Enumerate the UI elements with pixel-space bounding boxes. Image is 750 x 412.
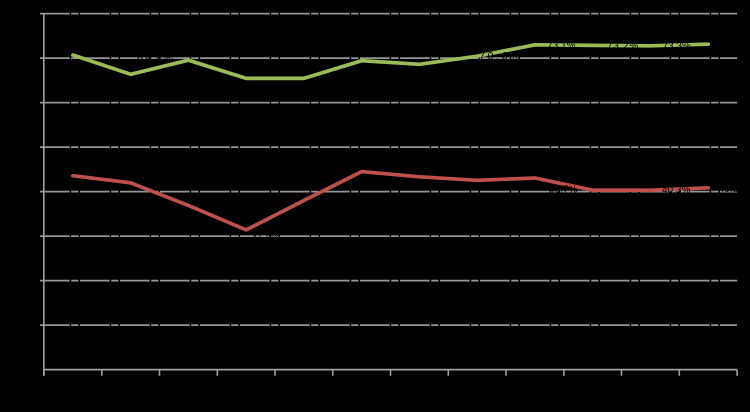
svg-text:40.3%: 40.3% [662, 185, 690, 196]
svg-text:70.6%: 70.6% [479, 51, 522, 63]
svg-text:40.7%: 40.7% [549, 184, 577, 195]
svg-text:73.2%: 73.2% [607, 41, 639, 52]
svg-text:73.1%: 73.1% [547, 41, 575, 52]
svg-text:40.8%: 40.8% [719, 184, 747, 195]
svg-text:31.5%: 31.5% [251, 232, 279, 243]
svg-text:73.4%: 73.4% [719, 40, 747, 51]
svg-text:73.3%: 73.3% [663, 41, 691, 52]
svg-text:69.8%: 69.8% [137, 52, 174, 64]
